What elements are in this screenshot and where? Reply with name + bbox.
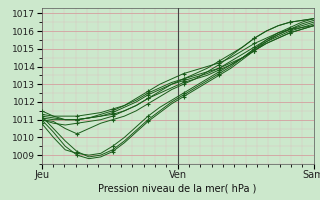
X-axis label: Pression niveau de la mer( hPa ): Pression niveau de la mer( hPa ) bbox=[99, 183, 257, 193]
